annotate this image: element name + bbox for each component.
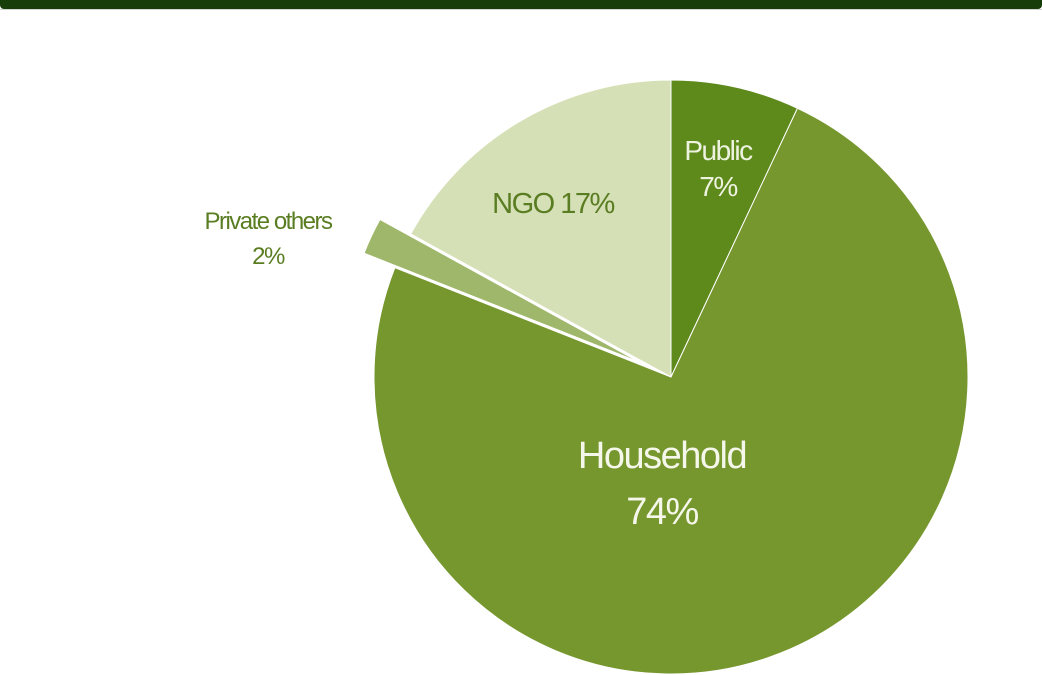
pie-slice-public — [670, 79, 798, 378]
slice-label-private-others: Private others 2% — [204, 208, 333, 270]
slice-label-ngo: NGO 17% — [492, 188, 614, 220]
pie-slice-household — [373, 107, 969, 675]
cropped-title-bar — [0, 0, 1042, 9]
pie-slice-ngo — [410, 79, 672, 378]
title-divider — [0, 9, 1042, 10]
slice-label-public: Public 7% — [684, 135, 753, 202]
pie-slice-private-others — [363, 218, 641, 364]
slice-label-household: Household 74% — [578, 435, 746, 533]
